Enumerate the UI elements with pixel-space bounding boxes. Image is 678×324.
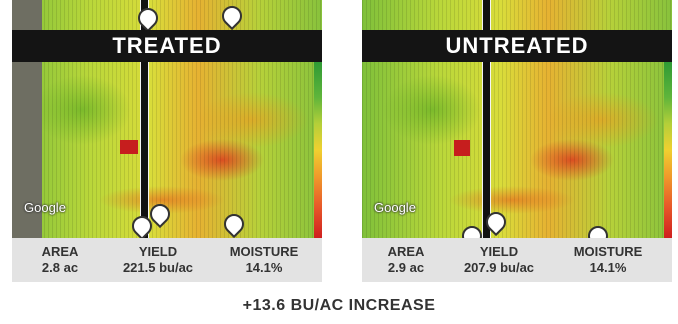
map-pin-icon[interactable] <box>583 221 613 238</box>
area-value: 2.9 ac <box>387 260 425 275</box>
moisture-value: 14.1% <box>589 260 627 275</box>
moisture-label: MOISTURE <box>229 244 299 259</box>
yield-label: YIELD <box>138 244 178 259</box>
area-stat: AREA 2.9 ac <box>376 244 436 276</box>
harvest-track-line <box>482 0 491 238</box>
yield-value: 207.9 bu/ac <box>463 260 535 275</box>
yield-legend-strip <box>664 62 672 238</box>
moisture-label: MOISTURE <box>573 244 643 259</box>
untreated-banner <box>362 30 672 62</box>
yield-value: 221.5 bu/ac <box>122 260 194 275</box>
yield-stat: YIELD 221.5 bu/ac <box>108 244 208 276</box>
yield-legend-strip <box>314 62 322 238</box>
google-logo: Google <box>24 200 66 215</box>
google-logo: Google <box>374 200 416 215</box>
moisture-stat: MOISTURE 14.1% <box>214 244 314 276</box>
yield-increase-caption: +13.6 BU/AC INCREASE <box>242 297 436 314</box>
low-yield-spot <box>120 140 138 154</box>
harvest-track-line <box>140 0 149 238</box>
untreated-label: UNTREATED <box>445 33 589 58</box>
area-value: 2.8 ac <box>41 260 79 275</box>
untreated-stats: AREA 2.9 ac YIELD 207.9 bu/ac MOISTURE 1… <box>362 238 672 282</box>
map-pin-icon[interactable] <box>133 3 163 33</box>
moisture-value: 14.1% <box>245 260 283 275</box>
map-pin-icon[interactable] <box>217 1 247 31</box>
yield-label: YIELD <box>479 244 519 259</box>
area-label: AREA <box>387 244 425 259</box>
yield-stat: YIELD 207.9 bu/ac <box>444 244 554 276</box>
untreated-panel: Google UNTREATED AREA 2.9 ac YIELD 207.9… <box>362 0 672 282</box>
area-stat: AREA 2.8 ac <box>30 244 90 276</box>
moisture-stat: MOISTURE 14.1% <box>558 244 658 276</box>
treated-label: TREATED <box>112 33 222 58</box>
map-pin-icon[interactable] <box>219 209 249 238</box>
area-label: AREA <box>41 244 79 259</box>
treated-panel: Google TREATED AREA 2.8 ac YIELD 221.5 b… <box>12 0 322 282</box>
low-yield-spot <box>454 140 470 156</box>
treated-banner <box>12 30 322 62</box>
treated-stats: AREA 2.8 ac YIELD 221.5 bu/ac MOISTURE 1… <box>12 238 322 282</box>
